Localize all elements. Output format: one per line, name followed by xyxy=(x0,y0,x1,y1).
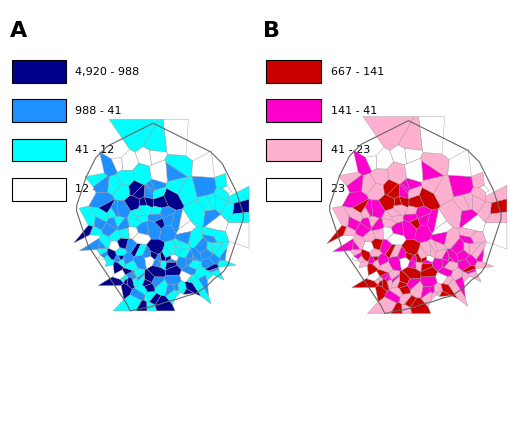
Text: 141 - 41: 141 - 41 xyxy=(331,106,378,116)
Bar xyxy=(266,139,321,161)
Text: 988 - 41: 988 - 41 xyxy=(75,106,122,116)
Text: 12 - 0: 12 - 0 xyxy=(75,184,108,194)
Bar xyxy=(12,139,66,161)
Text: A: A xyxy=(10,21,27,41)
Text: B: B xyxy=(263,21,280,41)
Bar xyxy=(266,60,321,83)
Text: 4,920 - 988: 4,920 - 988 xyxy=(75,66,140,77)
Bar xyxy=(12,60,66,83)
Text: 23 - 0: 23 - 0 xyxy=(331,184,363,194)
Bar xyxy=(12,99,66,122)
Bar xyxy=(12,178,66,201)
Bar xyxy=(266,178,321,201)
Text: 41 - 23: 41 - 23 xyxy=(331,145,370,155)
Bar xyxy=(266,99,321,122)
Text: 41 - 12: 41 - 12 xyxy=(75,145,115,155)
Text: 667 - 141: 667 - 141 xyxy=(331,66,384,77)
